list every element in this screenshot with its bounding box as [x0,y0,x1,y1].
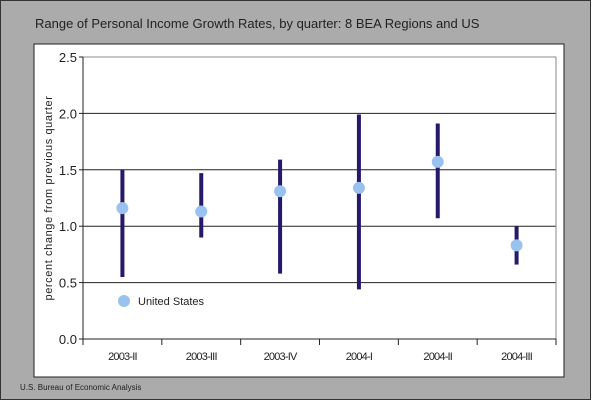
y-axis-label: percent change from previous quarter [43,95,55,300]
us-point [431,155,444,168]
us-point [274,185,287,198]
legend-marker [118,295,130,307]
us-point [352,181,365,194]
x-tick-label: 2003-II [108,351,137,363]
y-tick-label: 2.5 [59,50,77,65]
source-note: U.S. Bureau of Economic Analysis [20,383,141,392]
us-point [116,202,129,215]
y-tick-label: 2.0 [59,106,77,121]
y-tick-label: 1.5 [59,163,77,178]
legend-label: United States [138,296,205,308]
y-tick-label: 0.5 [59,276,77,291]
y-tick-label: 0.0 [59,332,77,347]
chart-area [33,43,565,378]
us-point [195,205,208,218]
x-tick-label: 2004-I [346,351,373,363]
x-tick-label: 2003-IV [264,351,298,363]
x-tick-label: 2003-III [186,351,218,363]
us-point [510,239,523,252]
x-tick-label: 2004-III [501,351,533,363]
chart-title: Range of Personal Income Growth Rates, b… [35,16,480,31]
y-tick-label: 1.0 [59,219,77,234]
x-tick-label: 2004-II [423,351,452,363]
